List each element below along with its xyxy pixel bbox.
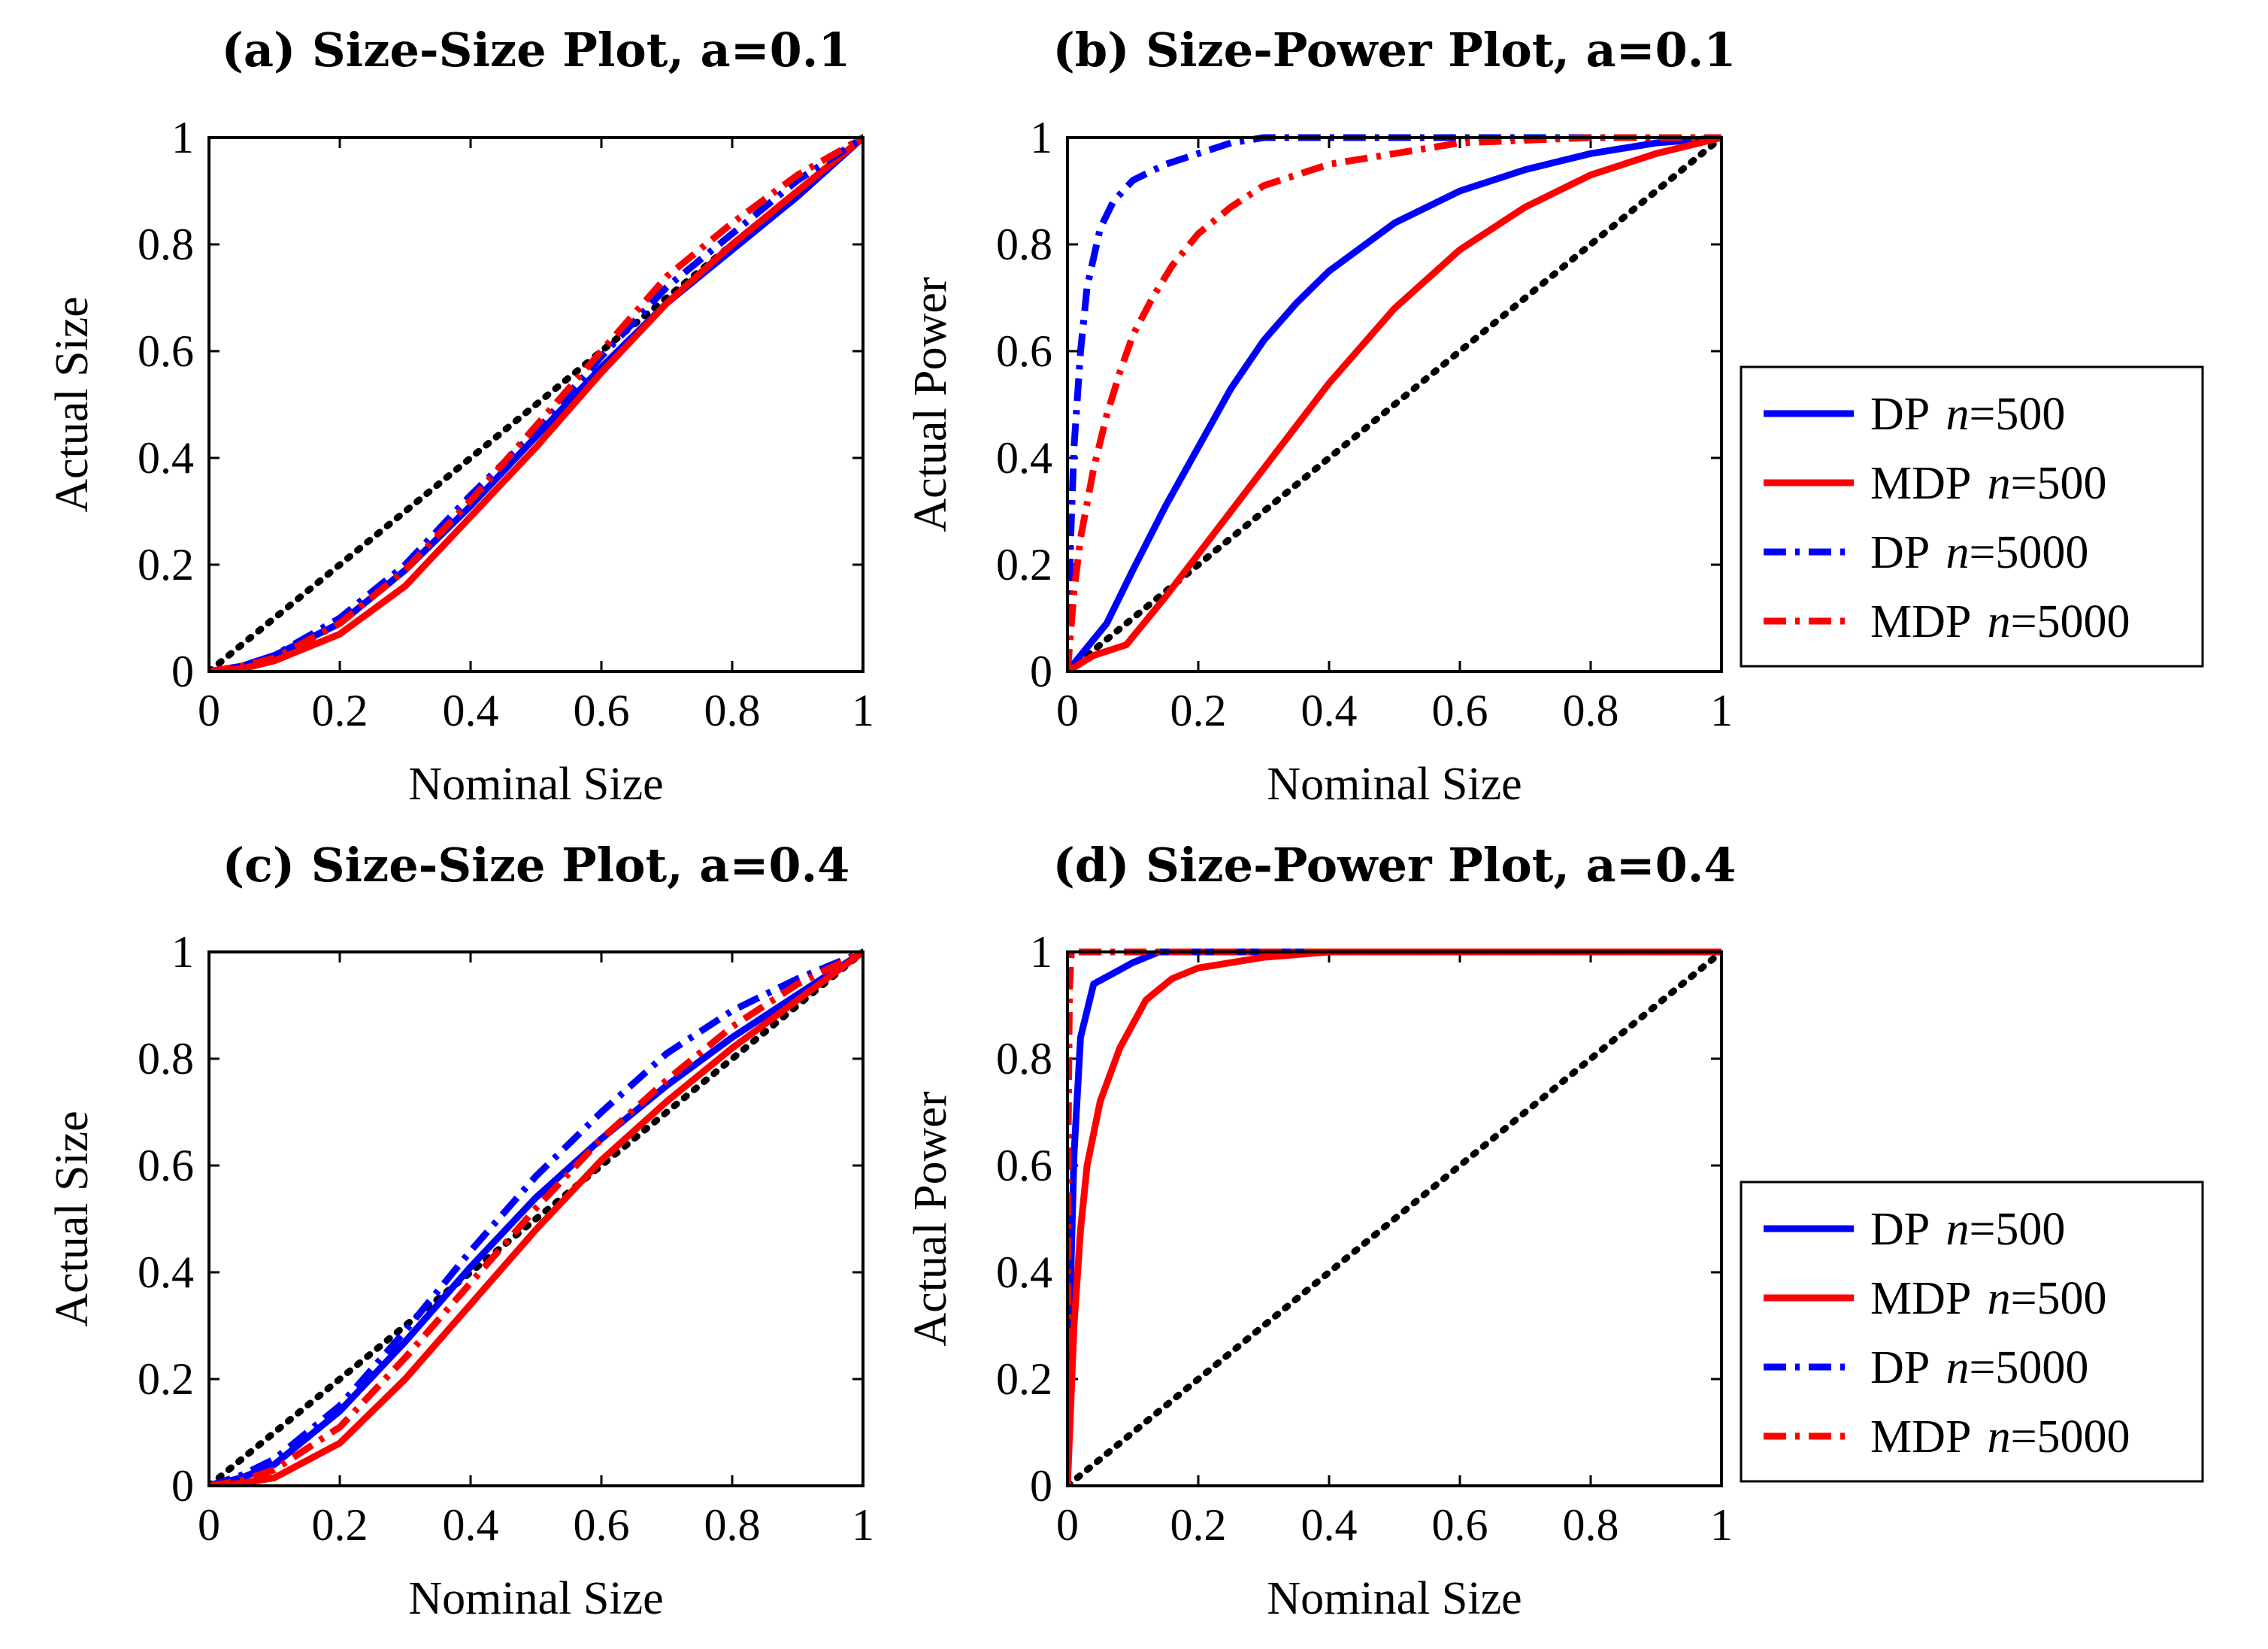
- y-tick-label: 0.2: [996, 540, 1052, 590]
- tick-group: 00 0.2 0.2 0.4 0.4 0.6 0.6 0.8 0.8 1 1: [138, 927, 874, 1550]
- legend: DP n=500 MDP n=500 DP n=5000 MDP n=5000: [1740, 1181, 2204, 1483]
- x-tick-label: 0: [1056, 1500, 1079, 1550]
- legend-label: MDP n=5000: [1870, 1411, 2130, 1463]
- x-tick-label: 0.4: [1301, 686, 1358, 735]
- legend-label: DP n=500: [1870, 1204, 2065, 1255]
- series-45-degree-line: [209, 948, 863, 1486]
- series-dp-n-500: [1067, 134, 1721, 671]
- x-tick-label: 0.6: [1432, 1500, 1488, 1550]
- panel-a: (a) Size-Size Plot, a=0.1000.20.20.40.40…: [47, 23, 874, 810]
- series-group: [1067, 134, 1721, 671]
- y-tick-label: 0.2: [138, 1354, 194, 1404]
- x-tick-label: 0.4: [443, 1500, 499, 1550]
- x-tick-label: 0.8: [704, 1500, 761, 1550]
- series-45-degree-line: [1067, 948, 1721, 1486]
- plot-frame: [1066, 950, 1723, 1487]
- x-tick-label: 0.6: [574, 1500, 630, 1550]
- x-tick-label: 0: [198, 1500, 220, 1550]
- y-tick-label: 0.8: [996, 220, 1052, 269]
- plot-frame: [207, 136, 865, 673]
- tick-group: 00 0.2 0.2 0.4 0.4 0.6 0.6 0.8 0.8 1 1: [138, 113, 874, 735]
- plot-frame: [207, 950, 865, 1487]
- y-tick-label: 0.6: [996, 1141, 1052, 1190]
- chart-title: (a) Size-Size Plot, a=0.1: [221, 23, 850, 77]
- x-tick-label: 1: [1710, 686, 1733, 735]
- y-axis-label: Actual Power: [905, 1091, 956, 1347]
- y-tick-label: 1: [171, 113, 194, 162]
- panel-b: (b) Size-Power Plot, a=0.1 00 0.2 0.2 0.4 0.4…: [905, 23, 2204, 810]
- series-mdp-n-5000: [1067, 134, 1721, 671]
- tick-group: 00 0.2 0.2 0.4 0.4 0.6 0.6 0.8 0.8 1 1: [996, 113, 1733, 735]
- y-tick-label: 1: [171, 927, 194, 977]
- y-axis-label: Actual Size: [47, 1111, 98, 1327]
- series-group: [1067, 948, 1721, 1486]
- y-tick-label: 0.4: [138, 1247, 194, 1297]
- y-tick-label: 0.6: [996, 326, 1052, 376]
- x-tick-label: 1: [852, 1500, 874, 1550]
- y-tick-label: 0.2: [996, 1354, 1052, 1404]
- y-tick-label: 0.4: [138, 433, 194, 483]
- series-mdp-n-500: [209, 949, 863, 1486]
- x-tick-label: 0.2: [1170, 1500, 1227, 1550]
- x-tick-label: 0: [198, 686, 220, 735]
- y-tick-label: 0.2: [138, 540, 194, 590]
- legend: DP n=500 MDP n=500 DP n=5000 MDP n=5000: [1740, 365, 2204, 668]
- legend-label: DP n=5000: [1870, 527, 2088, 578]
- y-tick-label: 0.4: [996, 433, 1052, 483]
- y-tick-label: 0: [171, 1461, 194, 1511]
- y-tick-label: 0: [171, 647, 194, 696]
- legend-label: DP n=500: [1870, 389, 2065, 440]
- chart-title: (b) Size-Power Plot, a=0.1: [1052, 23, 1736, 77]
- y-axis-label: Actual Size: [47, 296, 98, 513]
- x-tick-label: 0.8: [1563, 1500, 1619, 1550]
- tick-group: 00 0.2 0.2 0.4 0.4 0.6 0.6 0.8 0.8 1 1: [996, 927, 1733, 1550]
- y-tick-label: 0.6: [138, 326, 194, 376]
- x-tick-label: 0.8: [704, 686, 761, 735]
- x-tick-label: 0.2: [312, 1500, 368, 1550]
- x-tick-label: 1: [1710, 1500, 1733, 1550]
- x-tick-label: 0.8: [1563, 686, 1619, 735]
- series-dp-n-5000: [209, 948, 863, 1486]
- x-tick-label: 0.2: [1170, 686, 1227, 735]
- chart-title: (c) Size-Size Plot, a=0.4: [223, 838, 850, 893]
- legend-label: DP n=5000: [1870, 1342, 2088, 1393]
- y-tick-label: 0.8: [138, 220, 194, 269]
- y-tick-label: 0.6: [138, 1141, 194, 1190]
- series-mdp-n-5000: [209, 135, 863, 671]
- y-tick-label: 0.4: [996, 1247, 1052, 1297]
- y-axis-label: Actual Power: [905, 277, 956, 532]
- x-tick-label: 1: [852, 686, 874, 735]
- x-tick-label: 0.6: [574, 686, 630, 735]
- legend-label: MDP n=500: [1870, 1273, 2107, 1324]
- x-axis-label: Nominal Size: [408, 1573, 663, 1624]
- y-tick-label: 0: [1030, 1461, 1052, 1511]
- legend-label: MDP n=500: [1870, 458, 2107, 509]
- x-tick-label: 0: [1056, 686, 1079, 735]
- x-tick-label: 0.2: [312, 686, 368, 735]
- x-axis-label: Nominal Size: [1267, 759, 1522, 810]
- x-axis-label: Nominal Size: [1267, 1573, 1522, 1624]
- series-dp-n-500: [209, 949, 863, 1486]
- y-tick-label: 0: [1030, 647, 1052, 696]
- y-tick-label: 0.8: [996, 1034, 1052, 1084]
- y-tick-label: 0.8: [138, 1034, 194, 1084]
- plot-frame: [1066, 136, 1723, 673]
- series-group: [209, 948, 863, 1486]
- x-tick-label: 0.4: [1301, 1500, 1358, 1550]
- x-axis-label: Nominal Size: [408, 759, 663, 810]
- chart-title: (d) Size-Power Plot, a=0.4: [1052, 838, 1736, 893]
- y-tick-label: 1: [1030, 113, 1052, 162]
- panel-c: (c) Size-Size Plot, a=0.4000.20.20.40.40…: [47, 838, 874, 1624]
- panel-d: (d) Size-Power Plot, a=0.4 00 0.2 0.2 0.4 0.4…: [905, 838, 2204, 1624]
- y-tick-label: 1: [1030, 927, 1052, 977]
- x-tick-label: 0.4: [443, 686, 499, 735]
- panels: (a) Size-Size Plot, a=0.1000.20.20.40.40…: [47, 23, 2204, 1624]
- series-group: [209, 134, 863, 671]
- series-mdp-n-500: [1067, 134, 1721, 671]
- x-tick-label: 0.6: [1432, 686, 1488, 735]
- legend-label: MDP n=5000: [1870, 596, 2130, 647]
- series-mdp-n-5000: [209, 948, 863, 1486]
